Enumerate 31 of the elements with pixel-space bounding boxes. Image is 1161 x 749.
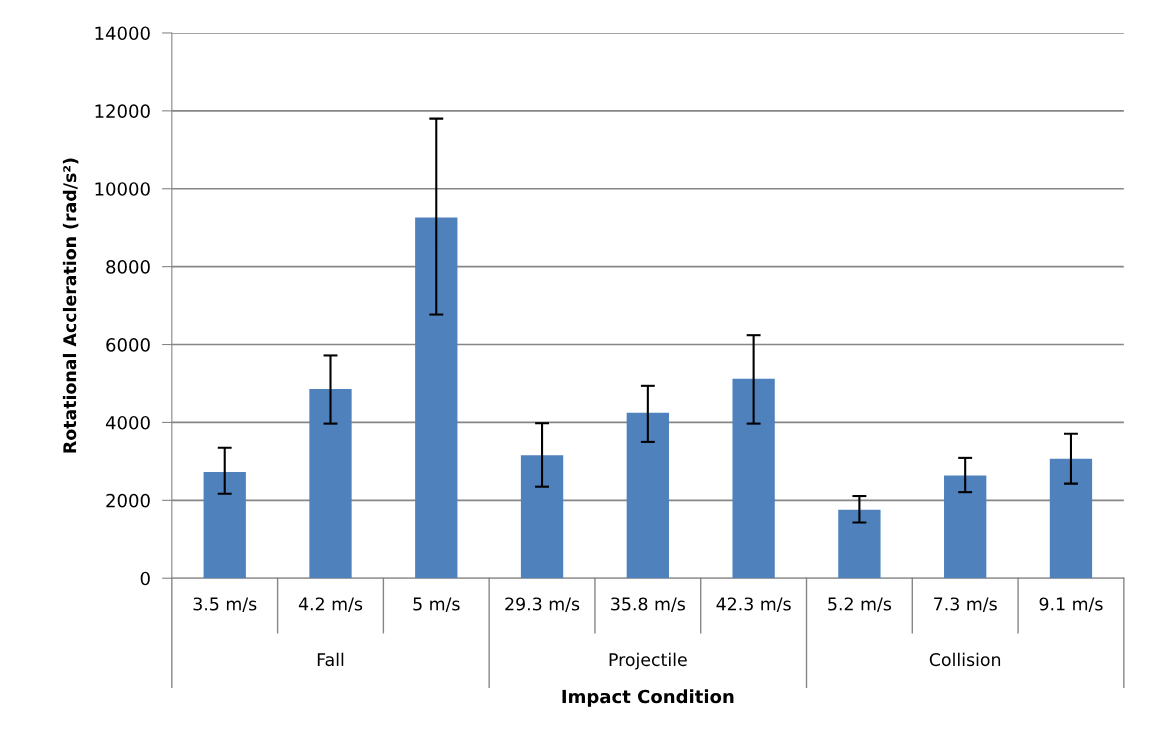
y-tick-label: 0 bbox=[140, 571, 150, 586]
y-tick-label: 8000 bbox=[106, 260, 150, 274]
bar bbox=[415, 217, 458, 579]
y-tick-label: 14000 bbox=[95, 26, 150, 41]
bar bbox=[520, 455, 564, 579]
bar bbox=[1049, 458, 1093, 579]
x-tick-label: 29.3 m/s bbox=[505, 597, 580, 612]
x-tick-label: 3.5 m/s bbox=[193, 597, 257, 612]
x-tick-label: 9.1 m/s bbox=[1039, 597, 1103, 612]
x-tick-label: 7.3 m/s bbox=[934, 597, 997, 612]
text: Projectile bbox=[609, 652, 687, 670]
x-axis-title: Impact Condition bbox=[562, 689, 734, 707]
text: Fall bbox=[317, 652, 344, 667]
x-tick-label: 5.2 m/s bbox=[828, 597, 892, 612]
bar bbox=[626, 412, 669, 579]
y-tick-label: 10000 bbox=[95, 182, 150, 196]
y-tick-label: 12000 bbox=[95, 104, 150, 118]
text: Collision bbox=[929, 652, 1001, 667]
y-tick-label: 2000 bbox=[106, 493, 150, 508]
x-tick-label: 4.2 m/s bbox=[298, 597, 363, 612]
bar bbox=[944, 475, 987, 579]
x-tick-label: 42.3 m/s bbox=[716, 597, 791, 612]
y-tick-label: 4000 bbox=[105, 415, 150, 430]
y-tick-label: 6000 bbox=[106, 338, 150, 352]
bar bbox=[732, 378, 775, 579]
x-tick-label: 5 m/s bbox=[413, 597, 460, 612]
bar bbox=[309, 388, 352, 579]
x-tick-label: 35.8 m/s bbox=[611, 597, 685, 612]
y-axis-title: Rotational Accleration (rad/s²) bbox=[62, 158, 79, 453]
bar bbox=[838, 509, 881, 579]
bar bbox=[203, 471, 246, 579]
